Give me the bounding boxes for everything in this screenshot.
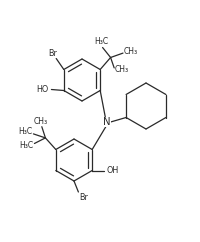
- Text: Br: Br: [48, 49, 57, 58]
- Text: CH₃: CH₃: [33, 117, 47, 126]
- Text: CH₃: CH₃: [115, 65, 129, 74]
- Text: N: N: [103, 117, 111, 127]
- Text: CH₃: CH₃: [124, 47, 138, 56]
- Text: Br: Br: [79, 193, 88, 202]
- Text: H₃C: H₃C: [19, 141, 33, 150]
- Text: H₃C: H₃C: [95, 38, 109, 46]
- Text: HO: HO: [37, 85, 49, 94]
- Text: OH: OH: [106, 166, 119, 175]
- Text: H₃C: H₃C: [18, 127, 32, 136]
